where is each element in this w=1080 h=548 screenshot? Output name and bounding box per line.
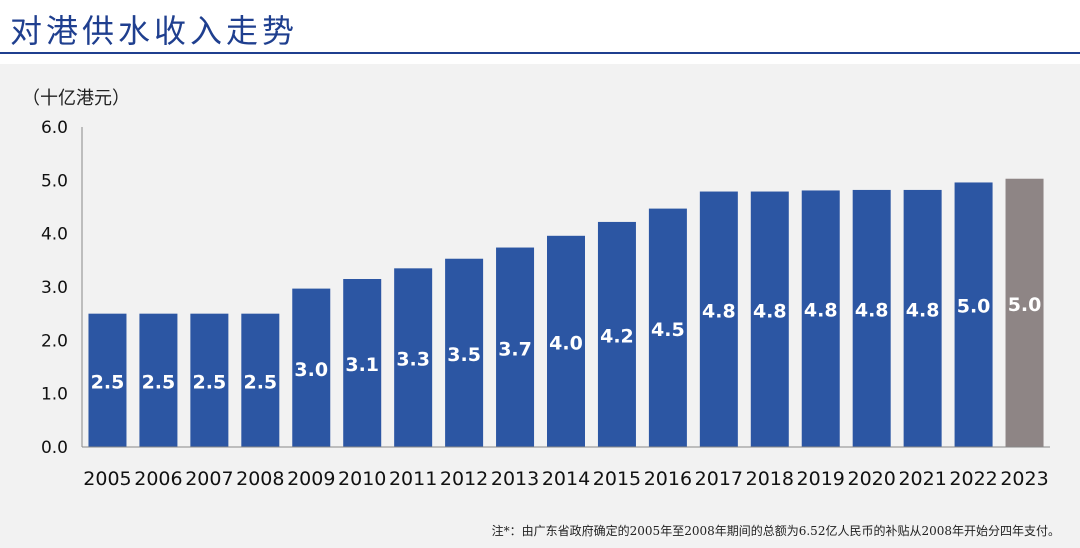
y-tick-label: 6.0	[41, 118, 68, 138]
bar-2022	[954, 182, 993, 447]
data-label: 2.5	[91, 371, 125, 393]
y-tick-label: 1.0	[41, 385, 68, 405]
y-tick-label: 3.0	[41, 278, 68, 298]
data-label: 2.5	[142, 371, 176, 393]
bar-2006	[139, 313, 178, 447]
x-tick-label: 2011	[389, 468, 437, 490]
y-tick-label: 4.0	[41, 225, 68, 245]
data-label: 5.0	[957, 296, 991, 318]
bar-2012	[445, 258, 484, 447]
bar-2016	[648, 208, 687, 447]
footnote: 注*：由广东省政府确定的2005年至2008年期间的总额为6.52亿人民币的补贴…	[491, 524, 1060, 538]
bar-2021	[903, 189, 942, 447]
x-tick-label: 2010	[338, 468, 386, 490]
data-label: 3.0	[294, 359, 328, 381]
x-tick-label: 2022	[949, 468, 997, 490]
x-tick-label: 2020	[848, 468, 896, 490]
bar-2009	[292, 288, 331, 447]
data-label: 3.7	[498, 338, 532, 360]
data-label: 4.8	[804, 300, 838, 322]
bar-2015	[597, 221, 636, 447]
bar-2014	[547, 235, 585, 447]
x-tick-label: 2014	[542, 468, 590, 490]
x-tick-label: 2007	[185, 468, 233, 490]
bar-2019	[801, 190, 840, 447]
x-tick-label: 2018	[746, 468, 794, 490]
data-label: 3.5	[447, 344, 481, 366]
data-label: 4.8	[855, 299, 889, 321]
page-title: 对港供水收入走势	[10, 12, 299, 50]
bar-2005	[88, 313, 127, 447]
x-tick-label: 2019	[797, 468, 845, 490]
data-label: 4.8	[906, 299, 940, 321]
y-tick-label: 0.0	[41, 438, 68, 458]
x-tick-label: 2013	[491, 468, 539, 490]
x-tick-label: 2005	[83, 468, 131, 490]
data-label: 3.3	[396, 349, 430, 371]
x-tick-label: 2023	[1000, 468, 1048, 490]
x-tick-label: 2016	[644, 468, 692, 490]
data-label: 4.8	[753, 300, 787, 322]
x-tick-label: 2009	[287, 468, 335, 490]
x-tick-label: 2017	[695, 468, 743, 490]
y-tick-label: 2.0	[41, 331, 68, 351]
bar-2011	[394, 268, 433, 447]
data-label: 2.5	[193, 371, 227, 393]
unit-label: （十亿港元）	[22, 88, 130, 109]
title-underline	[0, 52, 1080, 54]
data-label: 3.1	[345, 354, 379, 376]
data-label: 4.5	[651, 319, 685, 341]
x-tick-label: 2012	[440, 468, 488, 490]
data-label: 4.2	[600, 325, 634, 347]
data-label: 5.0	[1008, 294, 1042, 316]
x-tick-label: 2021	[898, 468, 946, 490]
bar-2018	[750, 191, 789, 447]
data-label: 2.5	[243, 371, 277, 393]
x-tick-label: 2015	[593, 468, 641, 490]
x-tick-label: 2008	[236, 468, 284, 490]
x-tick-label: 2006	[134, 468, 182, 490]
header-bar: 对港供水收入走势	[0, 0, 1080, 64]
data-label: 4.8	[702, 300, 736, 322]
bar-2017	[699, 191, 738, 447]
y-tick-label: 5.0	[41, 171, 68, 191]
bar-2007	[190, 313, 229, 447]
bar-2008	[241, 313, 280, 447]
bar-2023	[1005, 178, 1044, 447]
bar-2010	[343, 279, 382, 447]
bar-2013	[496, 247, 535, 447]
data-label: 4.0	[549, 332, 583, 354]
bar-2020	[852, 189, 891, 447]
